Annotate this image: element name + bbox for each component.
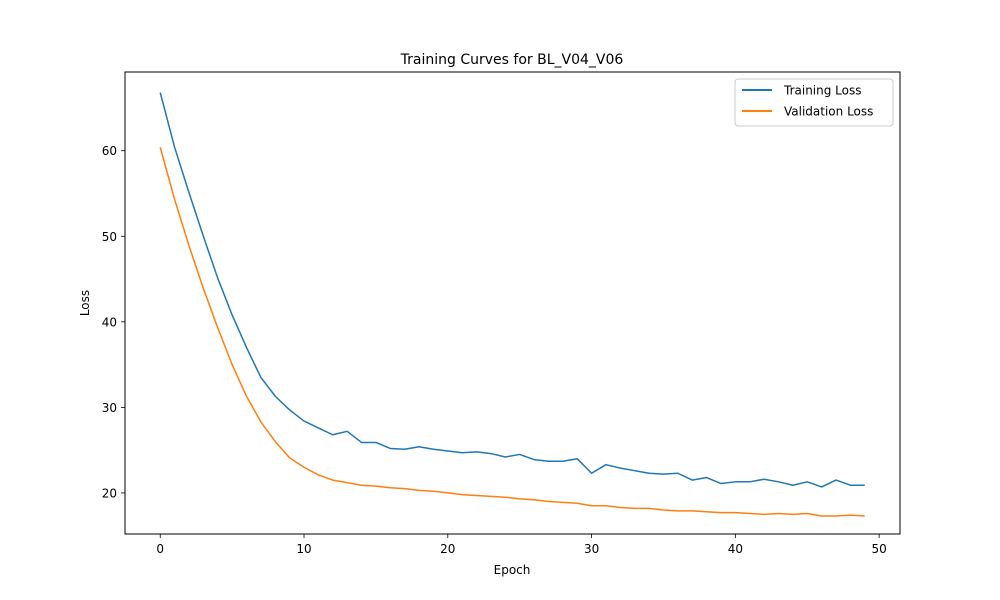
legend-label-training-loss: Training Loss <box>783 84 861 98</box>
x-tick-label: 50 <box>872 542 887 556</box>
x-axis-ticks: 0 10 20 30 40 50 <box>156 534 887 556</box>
x-tick-label: 10 <box>296 542 311 556</box>
x-tick-label: 20 <box>440 542 455 556</box>
legend-frame <box>734 78 894 127</box>
legend: Training Loss Validation Loss <box>734 78 894 127</box>
y-tick-label: 50 <box>102 230 117 244</box>
series-line-validation-loss <box>159 147 865 517</box>
y-tick-label: 30 <box>102 401 117 415</box>
y-axis-label: Loss <box>78 290 92 316</box>
y-tick-label: 20 <box>102 486 117 500</box>
y-axis-ticks: 20 30 40 50 60 <box>102 144 125 500</box>
x-tick-label: 30 <box>584 542 599 556</box>
series-lines <box>159 92 865 517</box>
x-axis-label: Epoch <box>494 563 531 577</box>
plot-frame <box>124 71 901 535</box>
y-tick-label: 40 <box>102 315 117 329</box>
x-tick-label: 40 <box>728 542 743 556</box>
x-tick-label: 0 <box>156 542 164 556</box>
legend-label-validation-loss: Validation Loss <box>784 105 873 119</box>
y-tick-label: 60 <box>102 144 117 158</box>
series-line-training-loss <box>159 92 865 488</box>
chart-title: Training Curves for BL_V04_V06 <box>400 52 624 68</box>
